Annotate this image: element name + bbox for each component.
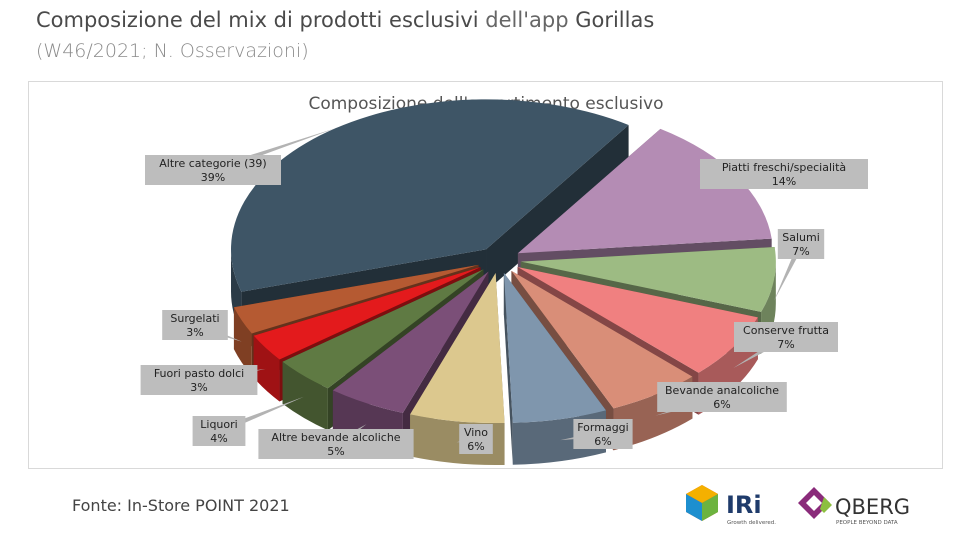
pie-slice-top <box>520 246 776 312</box>
title-connector: dell'app <box>478 8 576 32</box>
page-title: Composizione del mix di prodotti esclusi… <box>36 8 654 32</box>
slice-percentage: 39% <box>201 171 225 184</box>
data-label-box <box>192 416 246 446</box>
data-label-box <box>700 159 868 189</box>
pie-slice-wall <box>233 307 252 376</box>
source-note: Fonte: In-Store POINT 2021 <box>72 496 290 515</box>
data-label-box <box>459 424 493 454</box>
qberg-logo-text: QBERG <box>835 495 910 519</box>
pie-slice-top <box>233 264 479 334</box>
pie-slice <box>503 272 606 465</box>
data-label-box <box>140 365 258 395</box>
slice-percentage: 6% <box>467 440 484 453</box>
pie-slice-side <box>503 272 513 465</box>
data-label-box <box>145 155 281 185</box>
slice-label: Formaggi <box>577 421 628 434</box>
data-label-box <box>162 310 228 340</box>
slice-label: Altre bevande alcoliche <box>271 431 400 444</box>
page-subtitle: (W46/2021; N. Osservazioni) <box>36 40 309 62</box>
data-label-box <box>657 382 787 412</box>
pie-slice-top <box>253 267 481 360</box>
slice-label: Conserve frutta <box>743 324 829 337</box>
pie-slice-top <box>231 99 629 292</box>
partner-logos: IRi Growth delivered. QBERG PEOPLE BEYON… <box>680 483 940 533</box>
slice-percentage: 7% <box>792 245 809 258</box>
pie-slice-top <box>410 273 505 424</box>
title-main: Composizione del mix di prodotti esclusi… <box>36 8 479 32</box>
slice-label: Altre categorie (39) <box>159 157 266 170</box>
pie-slice-side <box>486 124 629 292</box>
iri-logo: IRi Growth delivered. <box>686 485 776 526</box>
title-brand: Gorillas <box>575 8 655 32</box>
slice-label: Salumi <box>782 231 820 244</box>
slice-percentage: 4% <box>210 432 227 445</box>
slice-label: Surgelati <box>170 312 219 325</box>
chart-container: Composizione dell'assortimento esclusivo… <box>28 81 943 469</box>
pie-slice-top <box>282 269 484 389</box>
slice-percentage: 3% <box>190 381 207 394</box>
data-label-box <box>734 322 838 352</box>
iri-logo-text: IRi <box>726 491 762 519</box>
pie-slice-top <box>511 270 693 409</box>
pie-slice-top <box>332 271 489 413</box>
pie-slice-top <box>503 272 606 423</box>
slice-label: Vino <box>464 426 488 439</box>
iri-logo-tagline: Growth delivered. <box>727 520 776 526</box>
pie-slice-wall <box>282 361 328 431</box>
qberg-logo-tagline: PEOPLE BEYOND DATA <box>836 520 898 526</box>
slice-label: Bevande analcoliche <box>665 384 779 397</box>
slice-percentage: 5% <box>327 445 344 458</box>
slice-percentage: 14% <box>772 175 796 188</box>
slice-percentage: 3% <box>186 326 203 339</box>
pie-chart: Composizione dell'assortimento esclusivo… <box>140 94 868 466</box>
pie-slice-wall <box>253 335 280 402</box>
data-label-box <box>258 429 414 459</box>
data-label-box <box>573 419 633 449</box>
slice-label: Liquori <box>200 418 237 431</box>
slice-percentage: 6% <box>713 398 730 411</box>
slice-label: Piatti freschi/specialità <box>722 161 846 174</box>
data-label-box <box>777 229 825 259</box>
slice-percentage: 7% <box>777 338 794 351</box>
qberg-logo: QBERG PEOPLE BEYOND DATA <box>798 487 910 526</box>
slice-label: Fuori pasto dolci <box>154 367 244 380</box>
slice-percentage: 6% <box>594 435 611 448</box>
pie-slice-top <box>517 267 758 373</box>
